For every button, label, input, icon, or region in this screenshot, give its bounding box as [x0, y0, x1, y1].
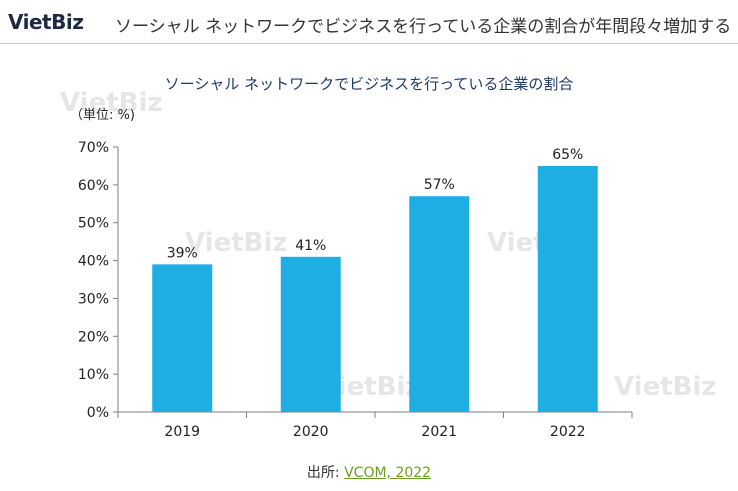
- y-tick-label: 50%: [78, 216, 109, 232]
- bar: [280, 256, 341, 412]
- x-tick-label: 2020: [293, 424, 329, 440]
- watermark: VietBiz: [185, 228, 288, 258]
- y-tick-label: 0%: [87, 405, 109, 421]
- vietbiz-logo[interactable]: VietBiz: [8, 10, 84, 34]
- y-tick-label: 60%: [78, 178, 109, 194]
- bar: [152, 264, 213, 412]
- y-tick-label: 70%: [78, 140, 109, 156]
- header: VietBiz ソーシャル ネットワークでビジネスを行っている企業の割合が年間段…: [0, 0, 738, 44]
- bar: [537, 165, 598, 412]
- x-tick-label: 2022: [550, 424, 586, 440]
- bar-value-label: 65%: [552, 147, 583, 163]
- x-tick-label: 2019: [164, 424, 200, 440]
- page-title: ソーシャル ネットワークでビジネスを行っている企業の割合が年間段々増加する: [115, 17, 732, 37]
- y-tick-label: 40%: [78, 254, 109, 270]
- bar-value-label: 57%: [424, 177, 455, 193]
- y-tick-label: 10%: [78, 367, 109, 383]
- unit-label: （単位: %): [70, 108, 135, 123]
- header-divider: [0, 43, 738, 44]
- y-tick-label: 30%: [78, 291, 109, 307]
- bar: [409, 196, 470, 412]
- source-line: 出所: VCOM, 2022: [0, 462, 738, 482]
- chart-title: ソーシャル ネットワークでビジネスを行っている企業の割合: [164, 75, 574, 93]
- bar-value-label: 41%: [295, 238, 326, 254]
- y-tick-label: 20%: [78, 329, 109, 345]
- source-link[interactable]: VCOM, 2022: [344, 465, 432, 481]
- source-label: 出所:: [306, 465, 340, 481]
- watermark: VietBiz: [60, 88, 163, 118]
- bar-value-label: 39%: [167, 245, 198, 261]
- watermark: VietBiz: [614, 372, 717, 402]
- x-tick-label: 2021: [421, 424, 457, 440]
